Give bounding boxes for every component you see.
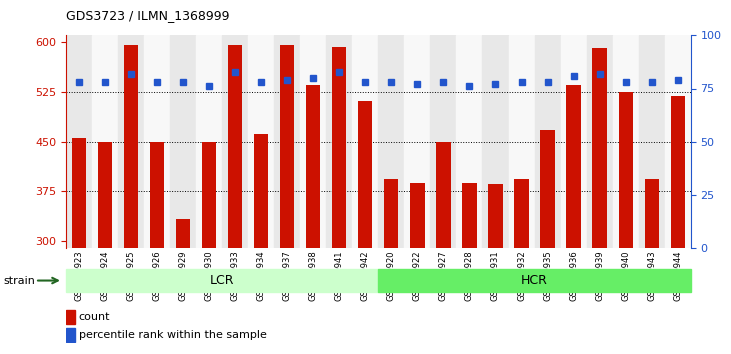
Bar [118,35,144,248]
Bar [431,35,456,248]
Text: percentile rank within the sample: percentile rank within the sample [79,330,267,340]
Bar [228,45,242,248]
Bar [66,35,92,248]
Bar [379,35,404,248]
Bar [586,35,613,248]
Bar [176,218,190,248]
Bar [124,45,138,248]
Bar [534,35,561,248]
Bar [66,310,75,324]
Bar [358,101,372,248]
Bar [488,184,503,248]
Bar [254,133,268,248]
Bar [509,35,534,248]
Bar [332,47,346,248]
Bar [379,269,691,292]
Bar [410,183,425,248]
Bar [66,328,75,342]
Bar [66,269,379,292]
Bar [385,179,398,248]
Bar [280,45,295,248]
Bar [274,35,300,248]
Bar [645,179,659,248]
Text: strain: strain [4,275,36,286]
Bar [618,92,633,248]
Bar [670,96,685,248]
Bar [436,142,450,248]
Bar [482,35,509,248]
Bar [515,179,529,248]
Bar [222,35,248,248]
Text: GDS3723 / ILMN_1368999: GDS3723 / ILMN_1368999 [66,9,230,22]
Text: HCR: HCR [521,274,548,287]
Bar [196,35,222,248]
Bar [248,35,274,248]
Bar [561,35,586,248]
Bar [72,138,86,248]
Bar [540,130,555,248]
Text: LCR: LCR [210,274,235,287]
Bar [462,183,477,248]
Bar [150,142,164,248]
Bar [170,35,196,248]
Bar [567,85,580,248]
Bar [456,35,482,248]
Bar [639,35,664,248]
Bar [326,35,352,248]
Bar [664,35,691,248]
Bar [98,142,112,248]
Bar [404,35,431,248]
Text: count: count [79,312,110,322]
Bar [306,85,320,248]
Bar [202,142,216,248]
Bar [300,35,326,248]
Bar [144,35,170,248]
Bar [593,48,607,248]
Bar [613,35,639,248]
Bar [92,35,118,248]
Bar [352,35,379,248]
